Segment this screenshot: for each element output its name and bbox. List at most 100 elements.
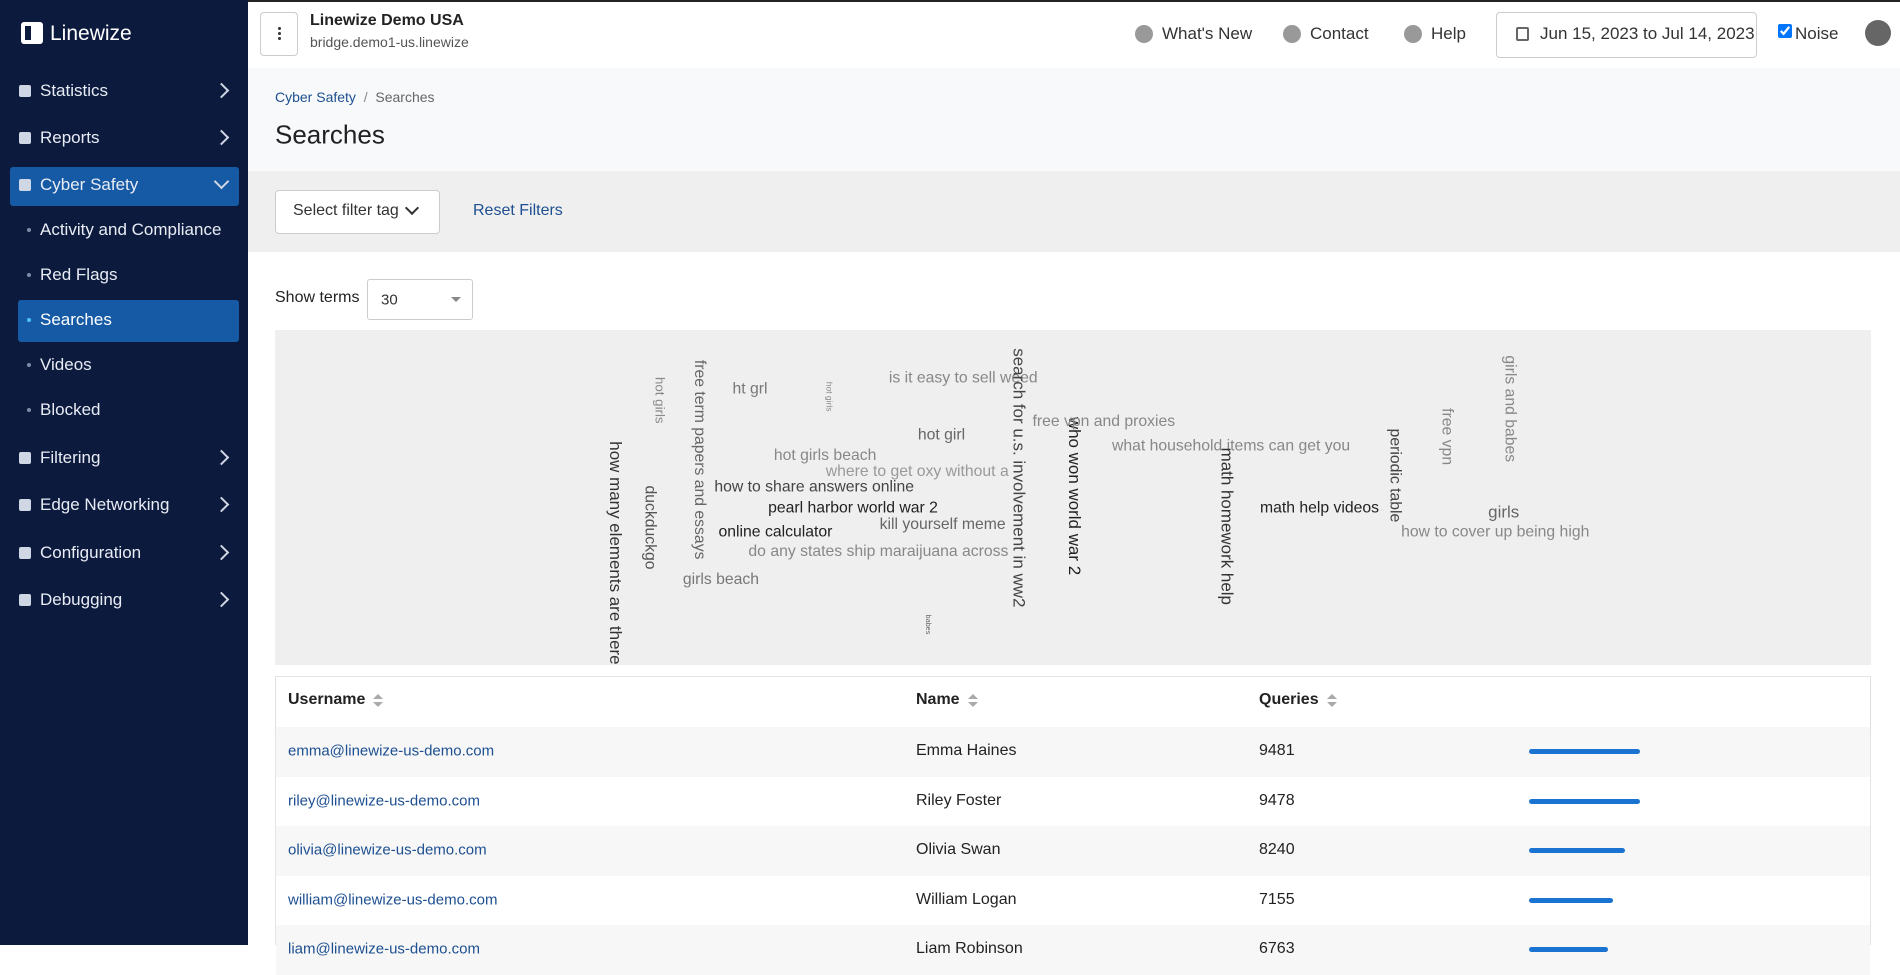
table-row	[276, 925, 1870, 975]
active-item	[18, 300, 239, 342]
cloud-word[interactable]: who won world war 2	[1065, 416, 1084, 575]
menu-dots	[278, 27, 281, 30]
name: Olivia Swan	[916, 841, 1001, 858]
link[interactable]: Help	[1431, 24, 1466, 43]
column-header[interactable]: Username	[288, 691, 366, 708]
show-terms-label: Show terms	[275, 289, 360, 306]
nav-bullet	[27, 273, 31, 277]
queries: 8240	[1259, 841, 1295, 858]
username[interactable]: william@linewize-us-demo.com	[288, 891, 498, 908]
filter-select[interactable]	[275, 190, 440, 234]
cloud-word[interactable]: do any states ship maraijuana across	[748, 543, 1008, 560]
name: Liam Robinson	[916, 940, 1023, 957]
cloud-word[interactable]: hot girl	[918, 427, 965, 444]
nav-icon	[19, 452, 31, 464]
username[interactable]: liam@linewize-us-demo.com	[288, 940, 480, 958]
cloud-word[interactable]: math homework help	[1218, 448, 1237, 605]
sort-icon	[1327, 694, 1337, 699]
noise-checkbox[interactable]	[1778, 24, 1792, 38]
link[interactable]: Contact	[1310, 24, 1369, 43]
show-terms-select[interactable]	[367, 279, 473, 320]
nav-chevron	[213, 449, 230, 466]
cloud-word[interactable]: girls beach	[683, 571, 759, 588]
org: Linewize Demo USA	[310, 12, 464, 29]
username[interactable]: emma@linewize-us-demo.com	[288, 742, 495, 760]
reset-filters[interactable]: Reset Filters	[473, 202, 563, 219]
sort-icon	[968, 702, 978, 707]
table-header	[276, 677, 1870, 728]
nav-item[interactable]: Debugging	[40, 590, 123, 609]
cloud-word[interactable]: free term papers and essays	[691, 360, 708, 560]
table-row	[276, 826, 1870, 876]
cloud-word[interactable]: hot girls	[825, 382, 835, 412]
cloud-word[interactable]: search for u.s. involvement in ww2	[1009, 348, 1028, 607]
cloud-word[interactable]: how many elements are there	[606, 441, 625, 664]
breadcrumb-link[interactable]: Cyber Safety	[275, 89, 356, 105]
nav-item[interactable]: Reports	[40, 128, 100, 147]
avatar[interactable]	[1865, 20, 1891, 46]
cloud-word[interactable]: periodic table	[1386, 429, 1403, 523]
cloud-word[interactable]: is it easy to sell weed	[889, 370, 1038, 387]
sort-icon	[373, 702, 383, 707]
menu-button[interactable]	[260, 12, 298, 56]
cloud-word[interactable]: free vpn	[1439, 408, 1456, 465]
logo-mark	[25, 26, 31, 40]
cloud-word[interactable]: online calculator	[719, 524, 833, 541]
nav-item[interactable]: Configuration	[40, 543, 142, 562]
nav-chevron	[213, 496, 230, 513]
nav-bullet	[27, 228, 31, 232]
cloud-word[interactable]: what household items can get you	[1111, 437, 1350, 454]
cloud-word[interactable]: math help videos	[1260, 499, 1379, 516]
username[interactable]: olivia@linewize-us-demo.com	[288, 841, 487, 859]
nav-item[interactable]: Red Flags	[40, 265, 118, 284]
nav-item[interactable]: Filtering	[40, 448, 101, 467]
nav-item[interactable]: Cyber Safety	[40, 175, 139, 194]
nav-item[interactable]: Statistics	[40, 81, 109, 100]
nav-icon	[19, 179, 31, 191]
nav-item[interactable]: Edge Networking	[40, 495, 170, 514]
icon	[1404, 25, 1422, 43]
nav-chevron	[213, 544, 230, 561]
cloud-word[interactable]: hot girls beach	[774, 447, 876, 464]
column-header[interactable]: Name	[916, 691, 960, 708]
cloud-word[interactable]: kill yourself meme	[880, 516, 1006, 533]
cloud-word[interactable]: girls	[1488, 502, 1519, 521]
cloud-word[interactable]: girls and babes	[1502, 355, 1519, 462]
date-picker[interactable]	[1496, 12, 1757, 58]
link[interactable]: What's New	[1162, 24, 1253, 43]
nav-item[interactable]: Activity and Compliance	[40, 220, 222, 239]
filter-select-label: Select filter tag	[293, 202, 399, 219]
query-bar	[1529, 947, 1609, 952]
cloud-word[interactable]: babes	[924, 615, 933, 635]
cloud-word[interactable]: free vpn and proxies	[1032, 413, 1175, 430]
header	[248, 68, 1900, 171]
queries: 9481	[1259, 742, 1295, 759]
show-terms-value: 30	[381, 291, 398, 309]
query-bar	[1529, 848, 1626, 853]
calendar-icon	[1516, 27, 1529, 41]
nav-bullet	[27, 408, 31, 412]
cloud-word[interactable]: where to get oxy without a	[825, 463, 1009, 480]
nav-chevron	[213, 591, 230, 608]
nav-chevron	[213, 82, 230, 99]
column-header[interactable]: Queries	[1259, 691, 1319, 708]
cloud-word[interactable]: ht grl	[732, 381, 767, 398]
nav-icon	[19, 85, 31, 97]
brand: Linewize	[50, 22, 132, 45]
username[interactable]: riley@linewize-us-demo.com	[288, 792, 480, 809]
cloud-word[interactable]: duckduckgo	[641, 485, 658, 569]
topbar	[248, 0, 1900, 68]
nav-item[interactable]: Blocked	[40, 400, 101, 419]
cloud-bg	[275, 330, 1871, 665]
query-bar	[1529, 749, 1640, 754]
cloud-word[interactable]: hot girls	[653, 377, 668, 424]
sort-icon	[373, 694, 383, 699]
noise-label: Noise	[1795, 24, 1839, 43]
nav-item[interactable]: Videos	[40, 355, 92, 374]
cloud-word[interactable]: how to cover up being high	[1401, 524, 1589, 541]
nav-icon	[19, 547, 31, 559]
cloud-word[interactable]: how to share answers online	[714, 479, 914, 496]
nav-item[interactable]: Searches	[40, 310, 112, 329]
cloud-word[interactable]: pearl harbor world war 2	[768, 499, 938, 516]
word-cloud: how many elements are there duckduckgo hot…	[275, 330, 1871, 665]
